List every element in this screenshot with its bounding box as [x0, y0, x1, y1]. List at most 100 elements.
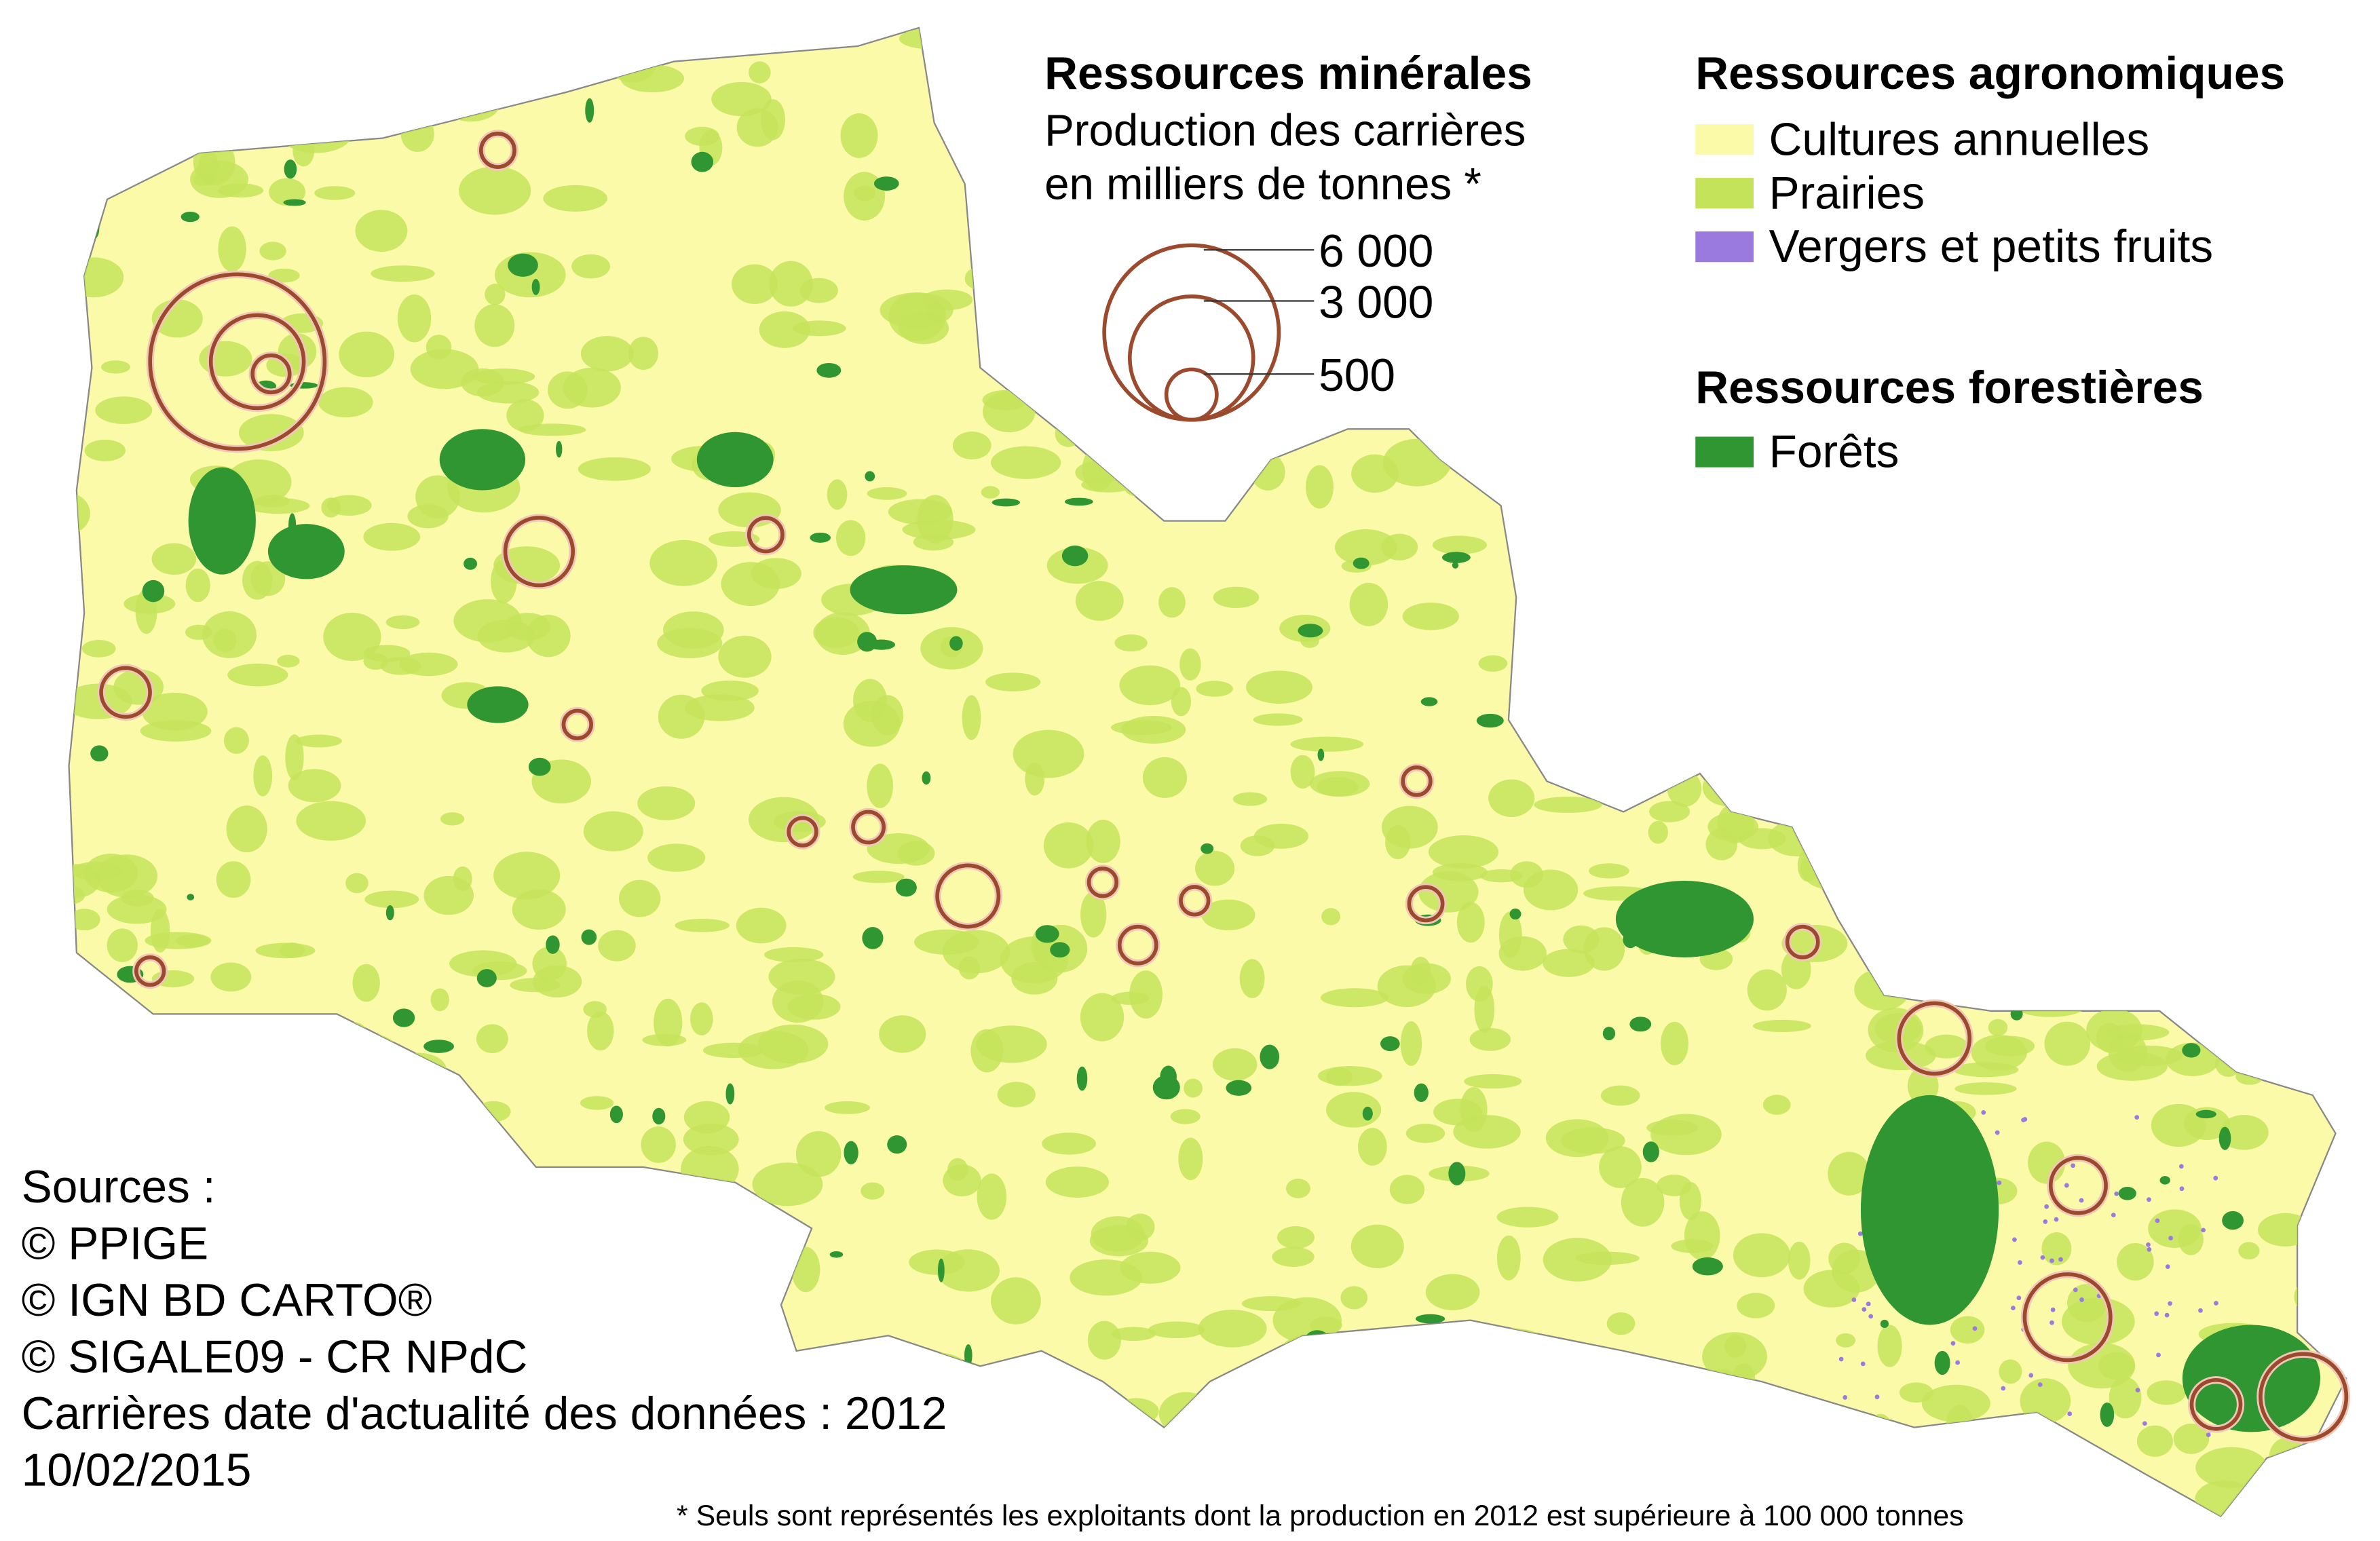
- prairie-patch: [518, 423, 586, 436]
- orchard-dot: [2206, 1432, 2211, 1437]
- prairie-patch: [583, 811, 643, 852]
- forest-patch: [1131, 289, 1139, 312]
- prairie-patch: [1788, 1241, 1811, 1280]
- orchard-dot: [2054, 1217, 2059, 1222]
- prairie-patch: [1290, 755, 1315, 789]
- forest-patch: [725, 1083, 735, 1105]
- prairie-patch: [318, 387, 373, 418]
- prairie-patch: [1320, 988, 1389, 1008]
- forest-patch: [413, 98, 431, 109]
- prairie-patch: [40, 849, 58, 880]
- prairie-patch: [339, 1022, 370, 1060]
- forest-patch: [521, 1468, 544, 1484]
- prairie-patch: [1558, 664, 1614, 710]
- prairie-patch: [560, 47, 618, 79]
- prairie-patch: [1514, 204, 1560, 237]
- forest-patch: [829, 1251, 844, 1258]
- prairie-patch: [1013, 317, 1074, 333]
- prairie-patch: [1178, 1137, 1203, 1181]
- prairie-patch: [769, 1441, 807, 1467]
- prairie-patch: [1255, 1428, 1316, 1462]
- prairie-patch: [1990, 938, 2016, 970]
- prairie-patch: [2041, 1232, 2072, 1266]
- prairie-patch: [1545, 641, 1596, 684]
- prairie-patch: [2203, 813, 2275, 858]
- forest-patch: [1892, 849, 1916, 864]
- orchard-dot: [1857, 1231, 1863, 1236]
- prairie-patch: [2086, 783, 2153, 822]
- prairie-patch: [736, 907, 787, 944]
- prairie-patch: [2258, 1213, 2313, 1247]
- prairie-patch: [1752, 1019, 1811, 1033]
- prairie-patch: [353, 1236, 393, 1280]
- prairie-patch: [1912, 659, 1931, 700]
- orchard-dot: [2018, 1260, 2022, 1265]
- forest-patch: [2010, 1008, 2023, 1021]
- orchard-dot: [2001, 1386, 2006, 1391]
- prairie-patch: [1923, 639, 1990, 681]
- prairie-patch: [1847, 539, 1899, 559]
- prairie-patch: [1997, 287, 2056, 319]
- prairie-patch: [1321, 908, 1341, 926]
- prairie-patch: [2328, 1152, 2347, 1170]
- prairie-patch: [226, 1097, 290, 1126]
- prairie-patch: [460, 44, 506, 77]
- prairie-patch: [1568, 509, 1636, 549]
- prairie-patch: [2275, 717, 2300, 750]
- prairie-patch: [1621, 1178, 1665, 1227]
- forest-patch: [2073, 632, 2094, 645]
- prairie-patch: [1930, 726, 1996, 745]
- prairie-patch: [2294, 694, 2329, 739]
- prairie-patch: [1290, 736, 1364, 752]
- prairie-patch: [835, 520, 866, 556]
- forest: [188, 467, 256, 575]
- prairie-patch: [732, 264, 778, 304]
- prairie-patch: [1309, 771, 1370, 797]
- prairie-patch: [1745, 1420, 1796, 1456]
- prairie-patch: [2314, 1002, 2347, 1043]
- orchard-dot: [2178, 1164, 2184, 1169]
- forest-patch: [1255, 1394, 1270, 1419]
- prairie-patch: [1285, 1179, 1310, 1198]
- prairie-patch: [1735, 746, 1792, 768]
- prairie-patch: [2136, 1425, 2173, 1457]
- prairie-patch: [1646, 1120, 1698, 1136]
- prairie-patch: [2250, 1004, 2309, 1047]
- prairie-patch: [0, 1116, 36, 1135]
- orchard-dot: [1950, 1341, 1956, 1346]
- prairie-patch: [1984, 608, 2018, 648]
- prairie-patch: [2317, 508, 2345, 539]
- prairie-patch: [1853, 787, 1884, 824]
- legend-circle: [1127, 294, 1255, 422]
- prairie-patch: [81, 639, 116, 658]
- orchard-dot: [2156, 1352, 2161, 1358]
- prairie-patch: [176, 934, 210, 947]
- prairie-patch: [1641, 579, 1694, 628]
- prairie-patch: [2133, 576, 2173, 590]
- prairie-patch: [1120, 1251, 1181, 1284]
- prairie-patch: [1125, 480, 1182, 499]
- prairie-patch: [1114, 1398, 1159, 1425]
- prairie-patch: [1952, 1062, 2019, 1078]
- prairie-patch: [1954, 1082, 2017, 1095]
- quarry: [250, 353, 292, 395]
- prairie-patch: [1819, 1415, 1873, 1462]
- orchard-dot: [2067, 1411, 2073, 1416]
- prairie-patch: [1540, 470, 1575, 489]
- prairie-patch: [1080, 891, 1107, 938]
- forest-patch: [288, 1029, 305, 1049]
- prairie-patch: [69, 90, 107, 127]
- prairie-patch: [1556, 378, 1579, 397]
- orchard-dot: [2214, 1301, 2218, 1306]
- prairie-patch: [1901, 837, 1969, 871]
- prairie-patch: [442, 88, 500, 122]
- orchard-dot: [1997, 1180, 2002, 1185]
- prairie-patch: [1400, 1021, 1422, 1066]
- prairie-patch: [331, 1505, 366, 1517]
- quarry: [2022, 1272, 2113, 1363]
- prairie-patch: [1730, 685, 1788, 702]
- prairie-patch: [2106, 1024, 2170, 1041]
- prairie-patch: [1557, 66, 1580, 85]
- prairie-patch: [364, 890, 419, 909]
